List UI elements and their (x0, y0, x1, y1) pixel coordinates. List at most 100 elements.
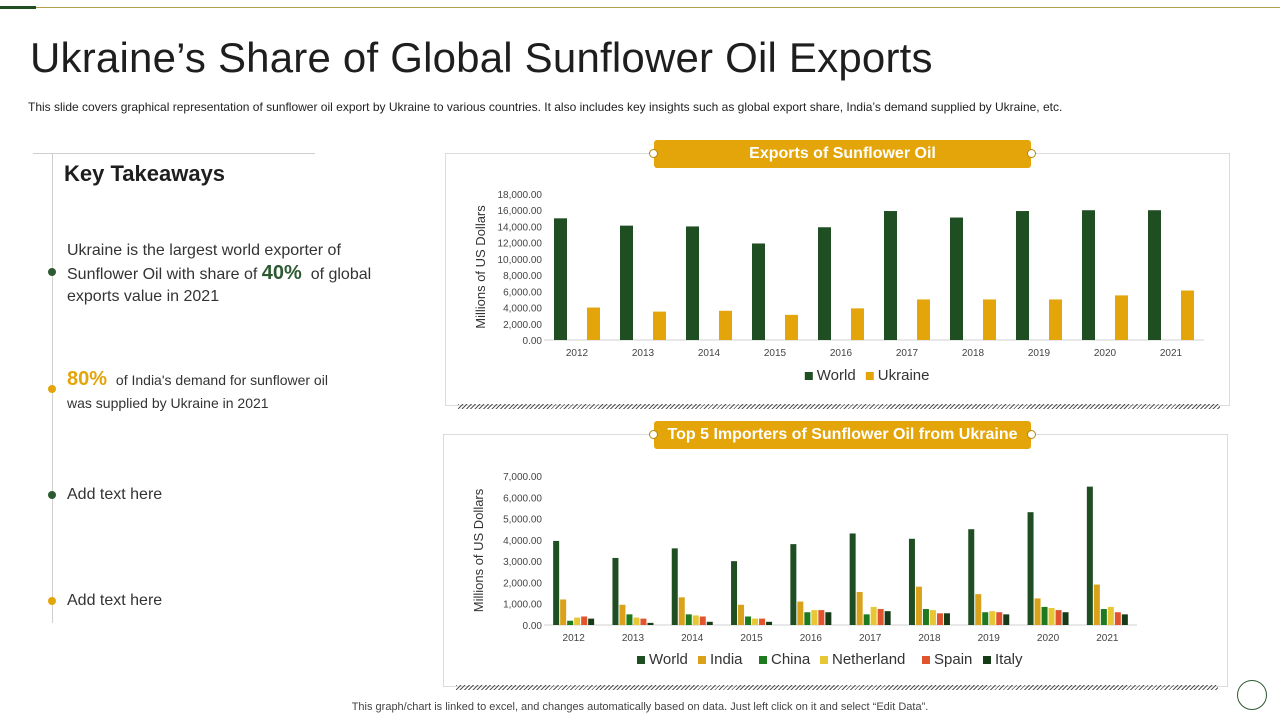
takeaway-item-1: Ukraine is the largest world exporter of… (67, 240, 371, 308)
legend-label-china: China (771, 651, 811, 668)
legend-swatch-china (759, 656, 767, 664)
exports-chart-title-text: Exports of Sunflower Oil (749, 145, 936, 162)
bar-world-2013 (620, 225, 633, 340)
y-tick-label: 1,000.00 (503, 600, 542, 611)
bar-italy-2020 (1062, 612, 1069, 625)
footnote: This graph/chart is linked to excel, and… (351, 701, 929, 713)
title-right-dot (1027, 430, 1036, 439)
exports-chart: 0.00 2,000.00 4,000.00 6,000.00 8,000.00 10,0… (473, 190, 1204, 384)
bar-ukraine-2013 (653, 311, 666, 340)
importers-panel-shadow (456, 685, 1218, 690)
bar-ukraine-2018 (983, 299, 996, 340)
bar-china-2015 (745, 616, 752, 625)
legend-label-italy: Italy (995, 651, 1023, 668)
importers-chart-title: Top 5 Importers of Sunflower Oil from Uk… (649, 421, 1036, 449)
takeaway-1-line3: exports value in 2021 (67, 288, 220, 305)
legend-label-india: India (710, 651, 743, 668)
bar-ukraine-2019 (1049, 299, 1062, 340)
bar-netherland-2018 (929, 610, 936, 625)
bar-world-2018 (908, 538, 915, 625)
y-tick-label: 6,000.00 (503, 493, 542, 504)
legend-label-ukraine: Ukraine (878, 367, 930, 384)
x-tick-label: 2014 (681, 633, 704, 644)
corner-circle-icon (1237, 680, 1267, 710)
top-border-line (0, 7, 1280, 8)
y-tick-label: 4,000.00 (503, 536, 542, 547)
x-tick-label: 2021 (1096, 633, 1119, 644)
bar-spain-2016 (818, 610, 825, 625)
bar-world-2017 (884, 211, 897, 340)
takeaway-item-2: 80% of India's demand for sunflower oil … (67, 368, 328, 414)
bar-world-2015 (731, 561, 738, 625)
exports-panel-shadow (458, 404, 1220, 409)
bar-spain-2021 (1114, 612, 1121, 625)
bar-ukraine-2016 (851, 308, 864, 340)
bar-india-2015 (738, 604, 745, 625)
x-tick-label: 2015 (764, 348, 787, 359)
legend-swatch-spain (922, 656, 930, 664)
bullet-dot-3 (48, 491, 56, 499)
x-tick-label: 2019 (1028, 348, 1051, 359)
page-title: Ukraine’s Share of Global Sunflower Oil … (30, 34, 933, 81)
bar-netherland-2021 (1107, 606, 1114, 625)
x-tick-label: 2013 (622, 633, 645, 644)
y-tick-label: 0.00 (523, 621, 543, 632)
legend-swatch-netherland (820, 656, 828, 664)
bar-world-2019 (968, 529, 975, 625)
x-tick-label: 2017 (859, 633, 882, 644)
y-axis-label: Millions of US Dollars (471, 488, 486, 612)
bar-netherland-2013 (633, 617, 640, 625)
bar-netherland-2012 (574, 617, 581, 625)
bar-india-2017 (856, 592, 863, 625)
legend-swatch-world (637, 656, 645, 664)
bar-india-2016 (797, 601, 804, 625)
bar-ukraine-2017 (917, 299, 930, 340)
x-tick-label: 2018 (962, 348, 985, 359)
bar-world-2019 (1016, 211, 1029, 340)
exports-chart-title: Exports of Sunflower Oil (649, 140, 1036, 168)
bar-italy-2015 (766, 621, 773, 625)
x-tick-label: 2019 (978, 633, 1001, 644)
takeaway-2-post: of India's demand for sunflower oil (115, 372, 328, 388)
bar-italy-2013 (647, 622, 654, 625)
bar-netherland-2020 (1048, 607, 1055, 625)
legend-label-netherland: Netherland (832, 651, 905, 668)
bar-china-2017 (863, 614, 870, 625)
bar-china-2013 (626, 614, 633, 625)
y-tick-label: 7,000.00 (503, 472, 542, 483)
bar-netherland-2015 (752, 618, 759, 625)
title-right-dot (1027, 149, 1036, 158)
bar-italy-2017 (884, 611, 891, 625)
y-tick-label: 3,000.00 (503, 557, 542, 568)
x-tick-label: 2018 (918, 633, 941, 644)
x-tick-label: 2012 (563, 633, 586, 644)
bar-world-2014 (686, 226, 699, 340)
bar-spain-2014 (699, 616, 706, 625)
y-tick-label: 6,000.00 (503, 287, 542, 298)
bar-ukraine-2012 (587, 307, 600, 340)
legend-swatch-italy (983, 656, 991, 664)
bar-china-2012 (567, 620, 574, 625)
bar-ukraine-2015 (785, 314, 798, 340)
bar-india-2021 (1093, 584, 1100, 625)
bar-spain-2013 (640, 618, 647, 625)
legend-swatch-world (804, 372, 813, 380)
bar-world-2015 (752, 243, 765, 340)
bar-india-2014 (678, 597, 685, 625)
bar-china-2021 (1100, 609, 1107, 625)
bar-italy-2018 (943, 613, 950, 625)
y-axis-label: Millions of US Dollars (473, 205, 488, 329)
bar-netherland-2017 (870, 606, 877, 625)
takeaway-1-line2: Sunflower Oil with share of 40% of globa… (67, 262, 371, 286)
bar-world-2017 (849, 533, 856, 625)
bar-world-2021 (1086, 486, 1093, 625)
bar-india-2013 (619, 604, 626, 625)
y-tick-label: 16,000.00 (498, 206, 543, 217)
y-tick-label: 10,000.00 (498, 255, 543, 266)
bar-india-2019 (975, 594, 982, 625)
page-subtitle: This slide covers graphical representati… (28, 100, 1063, 114)
bar-world-2012 (553, 540, 560, 625)
x-tick-label: 2016 (830, 348, 853, 359)
x-tick-label: 2014 (698, 348, 721, 359)
bar-italy-2016 (825, 612, 832, 625)
